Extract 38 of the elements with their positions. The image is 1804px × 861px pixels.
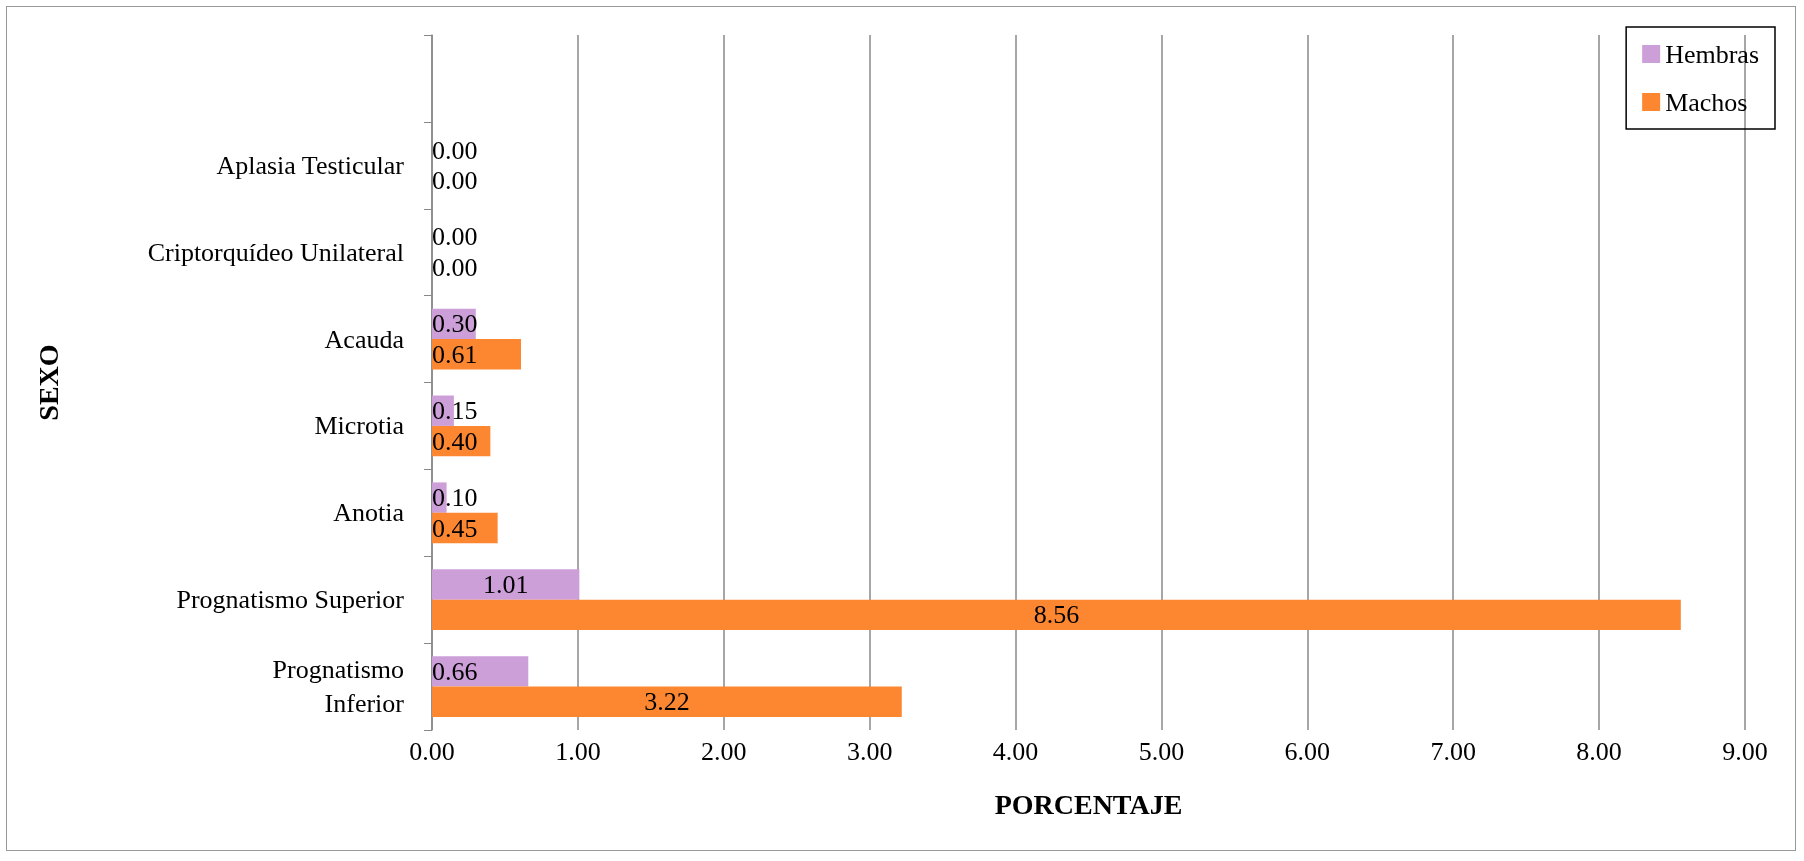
x-tick-label: 2.00 [701, 736, 747, 766]
data-label: 8.56 [1033, 600, 1080, 630]
data-label: 0.10 [432, 483, 478, 513]
x-axis-title: PORCENTAJE [994, 788, 1183, 820]
data-label: 0.00 [432, 166, 478, 196]
data-label: 0.61 [432, 339, 478, 369]
x-tick-label: 1.00 [555, 736, 601, 766]
data-label: 0.66 [432, 656, 478, 686]
data-label: 0.00 [432, 222, 478, 252]
bar [432, 686, 902, 717]
data-label: 0.45 [432, 513, 478, 543]
bar [432, 599, 1681, 631]
legend-label: Machos [1665, 87, 1748, 117]
y-tick-label: Prognatismo Superior [176, 585, 405, 615]
data-label: 0.00 [432, 252, 478, 282]
x-tick-label: 3.00 [846, 736, 893, 766]
y-tick-label: Prognatismo Inferior [272, 655, 405, 719]
data-label: 0.15 [432, 396, 478, 426]
bar [432, 569, 580, 600]
y-tick-label: Microtia [314, 411, 405, 441]
data-label: 1.01 [482, 569, 529, 599]
y-tick-label: Acauda [324, 324, 405, 354]
x-tick-label: 7.00 [1430, 736, 1476, 766]
data-label: 0.40 [432, 426, 478, 456]
x-tick-label: 9.00 [1722, 736, 1768, 766]
legend-label: Hembras [1665, 39, 1759, 69]
x-tick-label: 8.00 [1576, 736, 1622, 766]
data-label: 3.22 [644, 687, 690, 717]
y-axis-title: SEXO [32, 344, 64, 421]
x-tick-label: 6.00 [1284, 736, 1331, 766]
y-tick-label: Anotia [333, 498, 405, 528]
x-tick-label: 4.00 [992, 736, 1039, 766]
y-tick-label: Criptorquídeo Unilateral [147, 237, 404, 267]
data-label: 0.00 [432, 135, 478, 165]
y-tick-label: Aplasia Testicular [216, 150, 405, 180]
data-label: 0.30 [432, 309, 478, 339]
x-tick-label: 5.00 [1138, 736, 1185, 766]
x-tick-label: 0.00 [409, 736, 455, 766]
